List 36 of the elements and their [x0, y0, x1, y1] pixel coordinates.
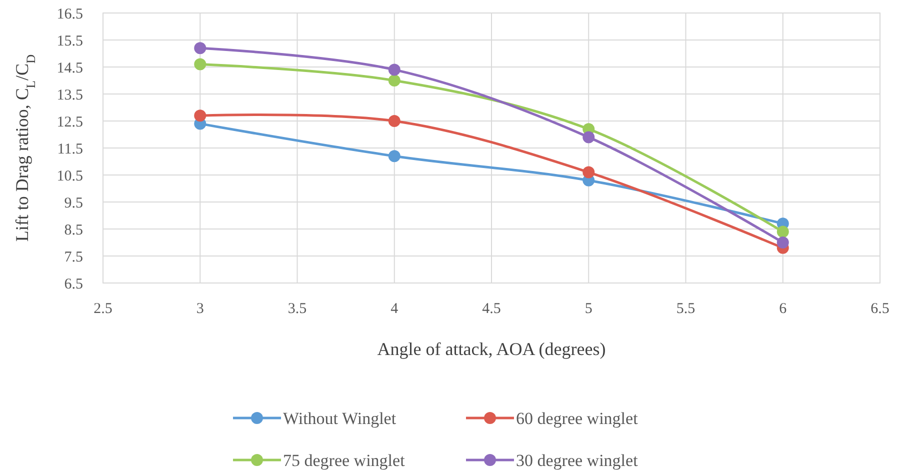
- x-tick-label: 4: [390, 301, 399, 317]
- legend-label: Without Winglet: [283, 408, 396, 428]
- point: [388, 64, 400, 76]
- point: [776, 236, 789, 248]
- y-tick-label: 8.5: [64, 222, 83, 238]
- x-axis-title: Angle of attack, AOA (degrees): [377, 339, 606, 359]
- point: [388, 150, 400, 162]
- x-tick-label: 5.5: [676, 301, 696, 317]
- point: [194, 110, 206, 122]
- x-tick-label: 6.5: [870, 301, 890, 317]
- x-tick-label: 6: [779, 301, 788, 317]
- point: [194, 42, 206, 54]
- y-tick-label: 7.5: [64, 249, 83, 266]
- x-tick-label: 3: [196, 301, 204, 317]
- point: [388, 115, 400, 127]
- legend-label: 60 degree winglet: [516, 408, 638, 428]
- legend-label: 30 degree winglet: [516, 450, 638, 470]
- y-tick-label: 14.5: [56, 60, 83, 76]
- y-tick-label: 16.5: [56, 6, 83, 22]
- y-tick-label: 11.5: [57, 141, 83, 158]
- y-tick-label: 13.5: [56, 87, 83, 104]
- point: [582, 166, 595, 178]
- y-tick-label: 15.5: [56, 33, 83, 50]
- legend-label: 75 degree winglet: [283, 450, 406, 470]
- x-tick-label: 2.5: [94, 301, 112, 317]
- point: [388, 74, 400, 86]
- y-tick-label: 10.5: [56, 168, 83, 184]
- x-tick-label: 5: [584, 301, 592, 317]
- x-tick-label: 3.5: [288, 301, 307, 317]
- y-tick-label: 9.5: [64, 195, 83, 212]
- point: [582, 131, 595, 144]
- point: [776, 226, 789, 238]
- point: [194, 58, 206, 70]
- y-tick-label: 12.5: [56, 114, 83, 130]
- x-tick-label: 4.5: [482, 301, 501, 317]
- y-tick-label: 6.5: [64, 276, 83, 292]
